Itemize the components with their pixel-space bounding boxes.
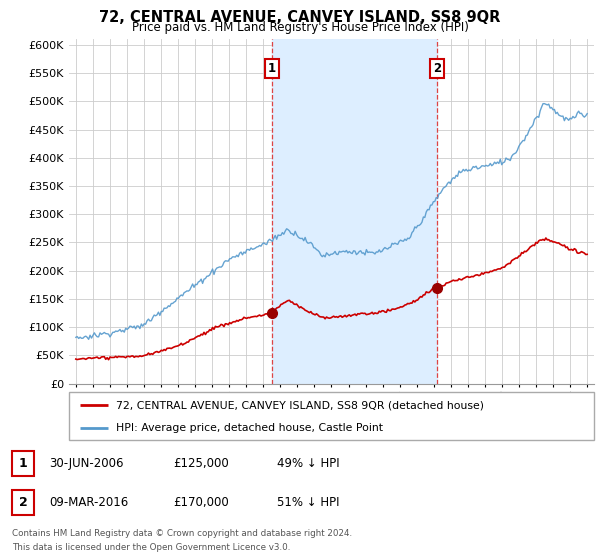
Text: This data is licensed under the Open Government Licence v3.0.: This data is licensed under the Open Gov…: [12, 543, 290, 552]
FancyBboxPatch shape: [69, 392, 594, 440]
Bar: [272, 39, 437, 384]
Text: 1: 1: [268, 62, 276, 75]
Text: 72, CENTRAL AVENUE, CANVEY ISLAND, SS8 9QR: 72, CENTRAL AVENUE, CANVEY ISLAND, SS8 9…: [100, 10, 500, 25]
Text: 2: 2: [19, 496, 28, 509]
Text: £170,000: £170,000: [173, 496, 229, 509]
Text: Contains HM Land Registry data © Crown copyright and database right 2024.: Contains HM Land Registry data © Crown c…: [12, 529, 352, 538]
Text: 09-MAR-2016: 09-MAR-2016: [49, 496, 128, 509]
Text: 49% ↓ HPI: 49% ↓ HPI: [277, 457, 340, 470]
Text: 2: 2: [433, 62, 441, 75]
FancyBboxPatch shape: [12, 451, 34, 476]
FancyBboxPatch shape: [12, 491, 34, 515]
Text: 30-JUN-2006: 30-JUN-2006: [49, 457, 124, 470]
Text: 1: 1: [19, 457, 28, 470]
Text: 72, CENTRAL AVENUE, CANVEY ISLAND, SS8 9QR (detached house): 72, CENTRAL AVENUE, CANVEY ISLAND, SS8 9…: [116, 400, 484, 410]
Text: Price paid vs. HM Land Registry's House Price Index (HPI): Price paid vs. HM Land Registry's House …: [131, 21, 469, 34]
Text: £125,000: £125,000: [173, 457, 229, 470]
Text: 51% ↓ HPI: 51% ↓ HPI: [277, 496, 340, 509]
Text: HPI: Average price, detached house, Castle Point: HPI: Average price, detached house, Cast…: [116, 423, 383, 433]
